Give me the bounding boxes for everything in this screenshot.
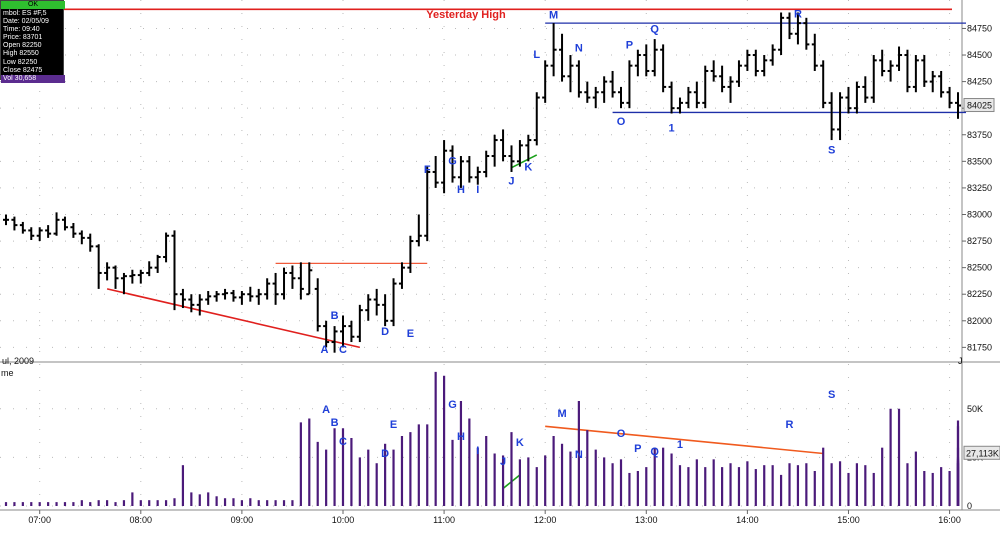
- volume-annotation: K: [516, 437, 524, 449]
- price-annotation: 1: [668, 122, 674, 134]
- price-annotation: S: [828, 145, 835, 157]
- price-annotation: B: [331, 310, 339, 322]
- info-line: High 82550: [3, 50, 39, 58]
- volume-annotation: P: [634, 443, 641, 455]
- volume-annotation: C: [339, 436, 347, 448]
- volume-bars: [4, 371, 960, 506]
- price-bars: [3, 12, 961, 353]
- price-tick-label: 84750: [967, 23, 992, 33]
- price-annotation: K: [524, 162, 532, 174]
- volume-annotation: A: [322, 404, 330, 416]
- grid: [0, 0, 962, 507]
- last-price-box: [963, 98, 995, 113]
- price-annotation: A: [320, 344, 328, 356]
- price-annotation: E: [407, 328, 414, 340]
- last-volume-box: [963, 445, 1000, 460]
- price-tick-label: 84500: [967, 50, 992, 60]
- price-tick-label: 83250: [967, 183, 992, 193]
- volume-annotation: J: [500, 456, 506, 468]
- time-tick-label: 11:00: [433, 515, 455, 525]
- price-annotation: R: [794, 9, 802, 21]
- volume-corner-text: me: [1, 368, 14, 378]
- volume-annotation: 1: [677, 439, 683, 451]
- info-line: mbol: ES #F,5: [3, 10, 47, 17]
- info-line: Price: 83701: [3, 34, 43, 42]
- price-annotation: F: [424, 164, 431, 176]
- volume-annotation: R: [786, 419, 794, 431]
- last-volume-label: 27,113K: [966, 448, 999, 458]
- price-annotation: M: [549, 10, 558, 22]
- scroll-glyph[interactable]: J: [958, 356, 963, 366]
- time-tick-label: 07:00: [28, 515, 51, 525]
- time-tick-label: 15:00: [837, 515, 860, 525]
- time-tick-label: 12:00: [534, 515, 557, 525]
- ok-badge[interactable]: OK: [1, 1, 65, 9]
- info-line: Close 82475: [3, 66, 43, 74]
- price-tick-label: 82500: [967, 263, 992, 273]
- price-annotation: P: [626, 39, 633, 51]
- volume-annotation: B: [331, 417, 339, 429]
- time-tick-label: 08:00: [130, 515, 153, 525]
- price-annotation: C: [339, 344, 347, 356]
- volume-annotation: D: [381, 448, 389, 460]
- price-tick-label: 82250: [967, 289, 992, 299]
- info-volume: Vol 30,658: [1, 74, 65, 83]
- price-annotation: D: [381, 326, 389, 338]
- volume-annotation: H: [457, 431, 465, 443]
- price-tick-label: 82750: [967, 236, 992, 246]
- price-annotation: O: [617, 116, 626, 128]
- time-tick-label: 13:00: [635, 515, 658, 525]
- price-tick-label: 83500: [967, 156, 992, 166]
- time-tick-label: 16:00: [938, 515, 961, 525]
- volume-annotation: Q: [650, 446, 659, 458]
- volume-annotation: M: [557, 408, 566, 420]
- price-tick-label: 83750: [967, 130, 992, 140]
- price-tick-label: 84250: [967, 77, 992, 87]
- price-tick-label: 81750: [967, 342, 992, 352]
- volume-trendline: [545, 425, 824, 455]
- volume-annotation: O: [617, 428, 626, 440]
- info-line: Low 82250: [3, 58, 38, 66]
- info-line: Open 82250: [3, 42, 42, 50]
- last-price-label: 84025: [967, 101, 992, 111]
- time-tick-label: 10:00: [332, 515, 355, 525]
- volume-annotation: N: [575, 449, 583, 461]
- price-annotation: Q: [650, 23, 659, 35]
- price-annotation: I: [476, 184, 479, 196]
- volume-tick-label: 0: [967, 501, 972, 511]
- price-annotation: H: [457, 184, 465, 196]
- price-annotation: L: [533, 49, 540, 61]
- price-trendline: [511, 154, 538, 169]
- price-corner-text: ul, 2009: [2, 356, 34, 366]
- info-line: Time: 09:40: [3, 26, 40, 34]
- volume-annotation: I: [476, 445, 479, 457]
- volume-annotation: S: [828, 389, 835, 401]
- volume-annotation: E: [390, 419, 397, 431]
- yesterday-high-label: Yesterday High: [426, 9, 506, 21]
- info-box: OK mbol: ES #F,5 Date: 02/05/09 Time: 09…: [0, 0, 65, 83]
- info-line: Date: 02/05/09: [3, 18, 49, 26]
- price-annotation: G: [448, 155, 457, 167]
- time-tick-label: 09:00: [231, 515, 254, 525]
- price-annotation: J: [508, 175, 514, 187]
- price-trendline: [106, 288, 361, 349]
- price-tick-label: 83000: [967, 209, 992, 219]
- volume-annotation: G: [448, 399, 457, 411]
- level-lines: [4, 8, 966, 490]
- price-tick-label: 82000: [967, 316, 992, 326]
- time-tick-label: 14:00: [736, 515, 759, 525]
- volume-tick-label: 50K: [967, 404, 983, 414]
- price-annotation: N: [575, 43, 583, 55]
